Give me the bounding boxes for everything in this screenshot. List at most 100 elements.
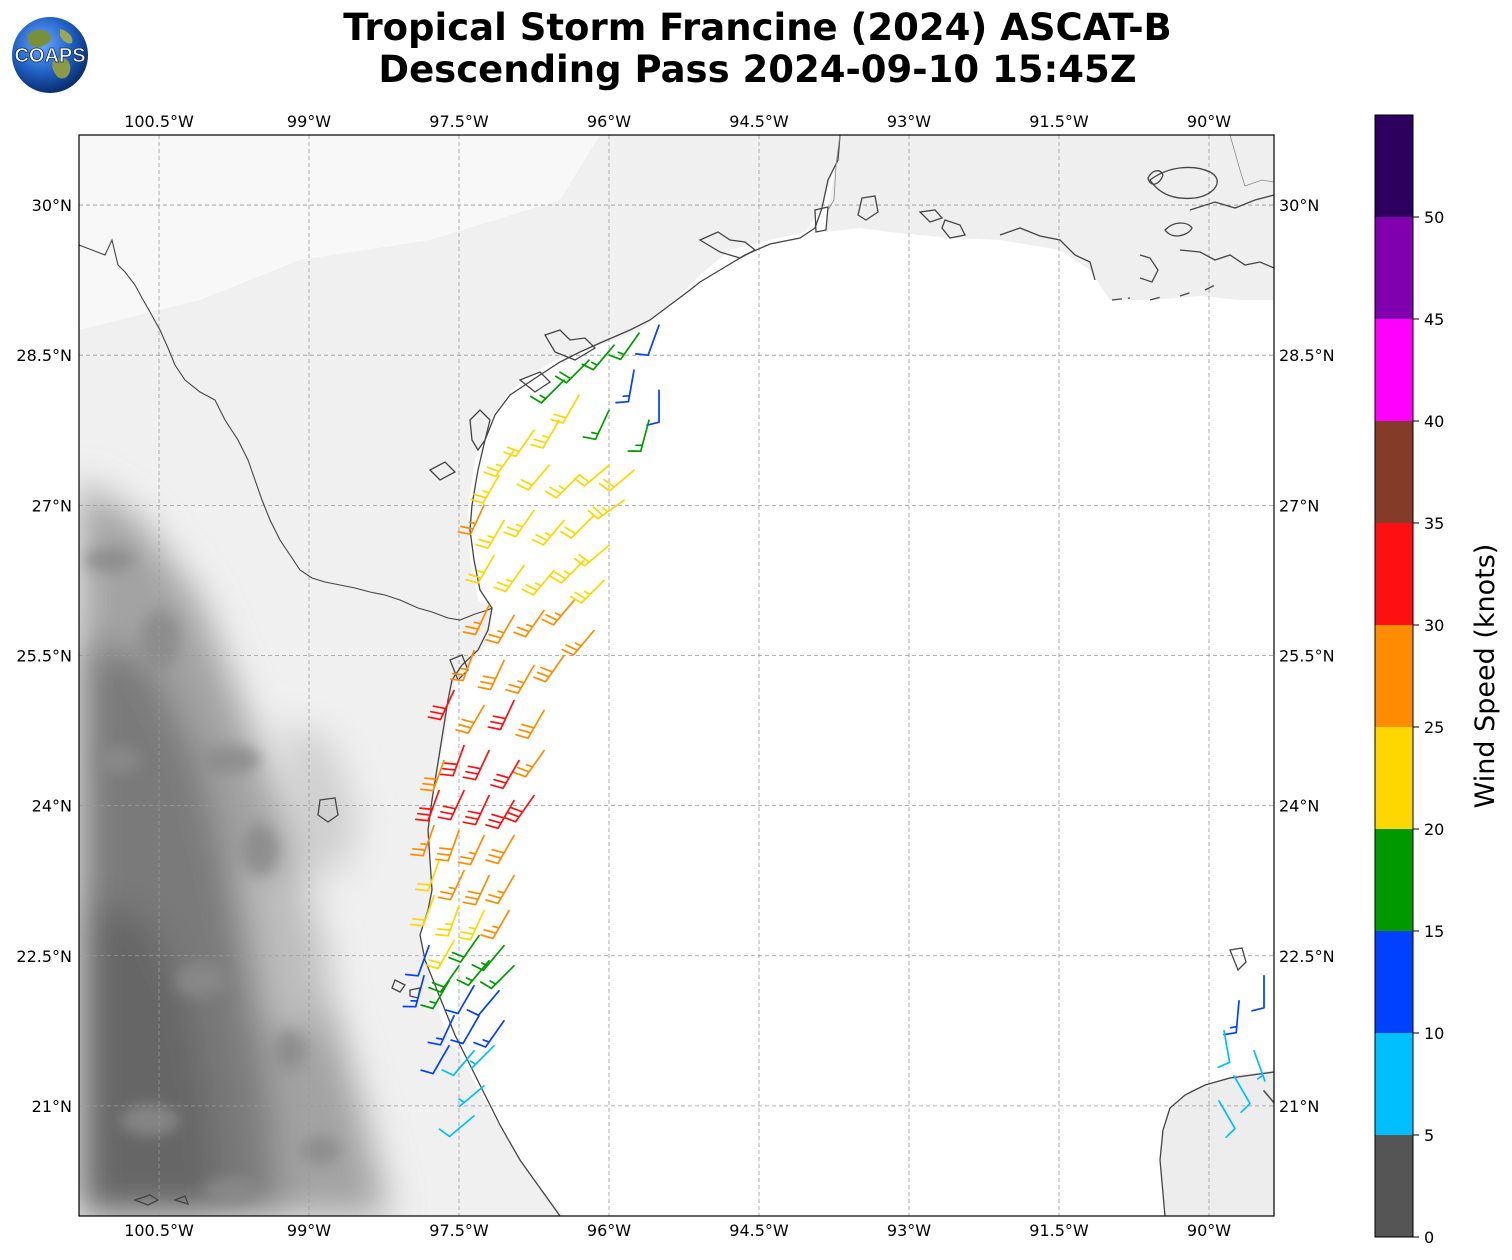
wind-barb [541,599,575,626]
wind-barb [549,559,585,584]
colorbar-band [1375,319,1413,421]
lat-label-right: 24°N [1279,797,1319,816]
wind-barb [529,379,565,404]
wind-barb [414,859,440,892]
colorbar-tick-label: 0 [1424,1228,1434,1247]
colorbar-band [1375,625,1413,727]
lon-label-bottom: 99°W [287,1221,331,1240]
wind-barb [402,974,425,1008]
colorbar-tick-label: 15 [1424,922,1444,941]
colorbar-tick-label: 30 [1424,616,1444,635]
wind-barb [550,394,580,424]
wind-barb [485,799,515,830]
colorbar-tick-label: 40 [1424,412,1444,431]
map-title-line-1: Tropical Storm Francine (2024) ASCAT-B [343,6,1172,49]
lon-label-top: 90°W [1187,112,1231,131]
wind-barb [445,984,475,1015]
wind-barb [458,1085,485,1108]
wind-barb [1233,1075,1251,1114]
wind-barb [466,989,500,1017]
wind-barb [573,544,610,567]
wind-barb [427,689,455,721]
wind-barb [516,464,550,491]
wind-barb [477,659,505,691]
colorbar-band [1375,217,1413,319]
wind-barb [462,874,490,906]
wind-barb [513,609,545,638]
wind-barb [439,744,465,777]
wind-barb [1223,999,1240,1036]
wind-barb [581,344,615,371]
wind-barb [455,704,485,735]
lon-label-bottom: 93°W [887,1221,931,1240]
wind-barb [456,959,490,987]
wind-barb [561,629,595,656]
wind-barb [450,1014,480,1045]
lat-label-right: 25.5°N [1279,646,1335,665]
wind-barb [479,964,515,990]
lat-label-left: 30°N [32,196,72,215]
wind-barb [475,519,505,549]
colorbar-band [1375,727,1413,829]
colorbar-band [1375,523,1413,625]
logo-text: COAPS [14,45,85,67]
wind-barb [419,759,445,792]
wind-barb [646,389,660,427]
lat-label-right: 21°N [1279,1097,1319,1116]
wind-barb [485,874,515,905]
wind-barb [515,709,545,740]
wind-barb [441,1049,475,1077]
wind-barb [483,449,515,478]
wind-barb [420,1044,450,1075]
wind-barb [554,359,590,384]
lat-label-right: 28.5°N [1279,346,1335,365]
lon-label-top: 97.5°W [429,112,489,131]
wind-barb [1263,1090,1274,1105]
latitude-labels-left: 30°N 28.5°N 27°N 25.5°N 24°N 22.5°N 21°N [16,196,72,1116]
wind-barb [573,464,610,487]
lon-label-top: 96°W [587,112,631,131]
map-frame [78,134,1275,1217]
state-border [827,135,1274,211]
map-title-line-2: Descending Pass 2024-09-10 15:45Z [378,48,1137,91]
lat-label-left: 25.5°N [16,646,72,665]
wind-barb [434,904,460,937]
wind-barb [531,519,565,546]
wind-barb [425,939,455,970]
colorbar-tick-label: 45 [1424,310,1444,329]
colorbar: 0 5 10 15 20 25 30 35 40 45 50 Wind Speed (knots) [1374,114,1501,1247]
lon-label-top: 94.5°W [729,112,789,131]
wind-barb [1218,1100,1236,1139]
wind-barbs [402,324,1274,1139]
lon-label-bottom: 97.5°W [429,1221,489,1240]
lon-label-top: 93°W [887,112,931,131]
colorbar-band [1375,1135,1413,1237]
longitude-labels-top: 100.5°W 99°W 97.5°W 96°W 94.5°W 93°W 91.5°W 90°… [124,112,1231,131]
colorbar-tick-label: 10 [1424,1024,1444,1043]
longitude-labels-bottom: 100.5°W 99°W 97.5°W 96°W 94.5°W 93°W 91.5°W 90°… [124,1221,1231,1240]
wind-barb [627,419,650,453]
wind-barb [1251,974,1265,1012]
wind-barb [462,794,490,826]
wind-barb [449,649,475,682]
wind-barb [634,324,660,357]
wind-barb [427,1014,455,1046]
wind-barb [409,894,435,927]
wind-barb [503,429,535,458]
wind-barb [485,614,515,645]
lon-label-bottom: 100.5°W [124,1221,194,1240]
colorbar-band [1375,931,1413,1033]
wind-barb [1217,1029,1231,1069]
wind-barb [503,509,535,538]
wind-barb [437,789,465,821]
latitude-labels-right: 30°N 28.5°N 27°N 25.5°N 24°N 22.5°N 21°N [1279,196,1335,1116]
colorbar-band [1375,115,1413,217]
colorbar-tick-label: 35 [1424,514,1444,533]
wind-barb [480,909,510,940]
wind-barb [457,909,485,941]
wind-barb [487,699,515,731]
colorbar-tick-label: 20 [1424,820,1444,839]
wind-barb [457,504,485,536]
wind-barb [615,369,635,404]
lon-label-bottom: 90°W [1187,1221,1231,1240]
